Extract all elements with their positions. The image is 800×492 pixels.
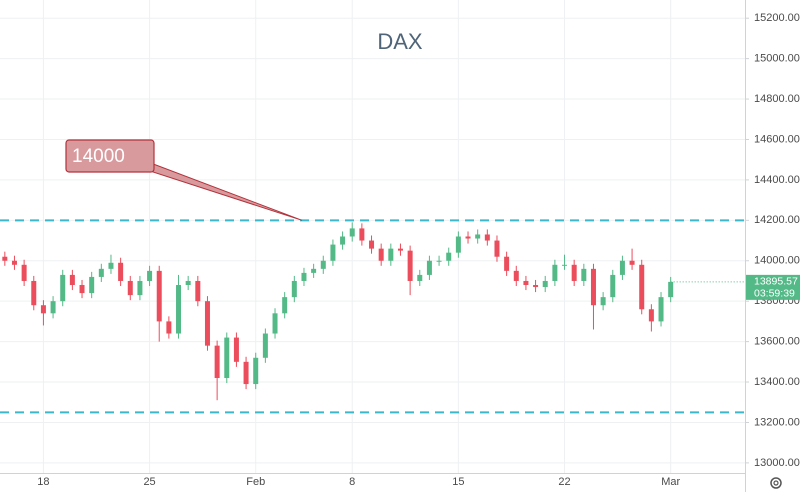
candle-body [282,297,288,314]
candle-body [291,280,297,298]
candle-body [127,280,133,296]
candle-body [262,333,268,358]
candle-body [407,250,413,281]
x-tick-label: 15 [452,476,464,488]
candle-body [224,337,230,378]
candle-body [89,276,95,294]
candle-body [359,228,365,241]
candle-body [504,256,510,271]
candle-body [455,236,461,253]
candle-body [581,268,587,281]
candle-body [40,305,46,314]
x-tick-label: 8 [349,476,355,488]
gear-hub [773,480,779,486]
candle-body [69,274,75,286]
y-tick-label: 15200.00 [754,12,800,24]
candle-body [369,240,375,249]
candle-body [658,297,664,322]
y-tick-label: 14800.00 [754,93,800,105]
candle-body [301,272,307,281]
candle-body [513,270,519,281]
candle-body [31,280,37,306]
candle-body [571,264,577,281]
candle-body [426,260,432,275]
candle-body [484,234,490,241]
candle-body [648,309,654,322]
candle-body [475,234,481,239]
y-tick-label: 13400.00 [754,376,800,388]
x-tick-label: 22 [558,476,570,488]
annotation-box [65,139,155,173]
y-tick-label: 13200.00 [754,416,800,428]
plot [0,219,745,414]
candle-body [397,248,403,251]
candle-body [195,280,201,302]
candle-body [60,274,66,302]
candle-body [619,260,625,275]
candle-body [465,236,471,239]
candle-body [388,248,394,261]
candle-body [417,274,423,281]
candle-body [552,264,558,281]
candle-body [533,285,539,288]
annotation-text: 14000 [72,146,125,167]
countdown-label: 03:59:39 [754,288,795,300]
last-price-label: 13895.57 [754,276,798,288]
candle-body [11,260,17,265]
candle-body [21,264,27,281]
y-tick-label: 14400.00 [754,174,800,186]
chart-title: DAX [377,29,423,54]
y-tick-label: 14000.00 [754,255,800,267]
x-tick-label: Feb [246,476,265,488]
candle-body [166,321,172,334]
candle-body [147,270,153,281]
x-tick-label: Mar [661,476,680,488]
x-tick-label: 25 [143,476,155,488]
y-tick-label: 14200.00 [754,214,800,226]
candle-body [204,301,210,346]
candle-body [214,345,220,378]
gear-ring [770,477,782,489]
last-price-tag [746,274,800,300]
candle-body [253,357,259,385]
y-tick-label: 14600.00 [754,133,800,145]
candle-body [562,264,568,266]
candle-body [590,268,596,306]
candle-body [610,274,616,298]
candle-body [118,262,124,281]
candle-body [436,260,442,262]
candle-body [349,228,355,237]
y-tick-label: 13600.00 [754,336,800,348]
candle-body [79,285,85,294]
y-tick-label: 15000.00 [754,53,800,65]
candle-body [108,262,114,269]
candle-body [98,268,104,277]
candle-body [330,244,336,261]
candle-body [378,248,384,261]
candle-body [272,313,278,334]
candle-body [668,281,674,298]
candle-body [494,240,500,257]
x-tick-label: 18 [37,476,49,488]
candle-body [542,280,548,288]
candle-body [233,337,239,362]
candle-body [50,301,56,314]
gear-icon[interactable] [770,477,782,489]
candle-body [523,280,529,286]
candle-body [185,280,191,286]
candle-body [629,260,635,265]
candle-body [243,361,249,385]
candle-body [176,285,182,334]
y-tick-label: 13000.00 [754,457,800,469]
candle-body [137,280,143,296]
candle-body [600,297,606,306]
candle-body [340,236,346,245]
candle-body [639,264,645,310]
candle-body [320,260,326,269]
candle-body [311,268,317,273]
candle-body [446,252,452,261]
candle-body [156,270,162,322]
candle-body [2,256,8,261]
